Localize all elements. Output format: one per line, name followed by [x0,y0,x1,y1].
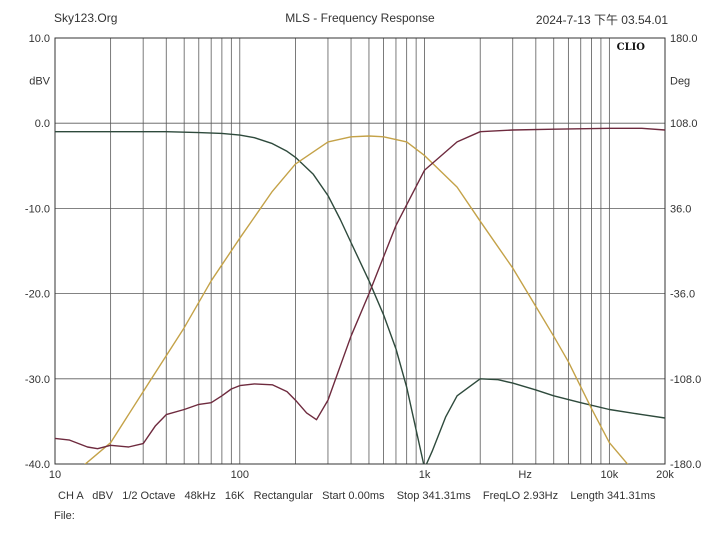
y-tick-label-right: 108.0 [670,118,698,130]
series-line-2 [84,135,629,464]
y-tick-label-right: 36.0 [670,203,691,215]
y-tick-label-left: 10.0 [29,33,50,45]
y-tick-label-right: -36.0 [670,289,695,301]
header-title: MLS - Frequency Response [285,11,435,25]
file-label: File: [54,510,75,522]
x-tick-label: 100 [231,469,249,481]
x-tick-label: 20k [656,469,674,481]
y-tick-label-left: 0.0 [35,118,50,130]
y-axis-label-left: dBV [29,76,50,88]
y-tick-label-right: -108.0 [670,374,701,386]
header-site: Sky123.Org [54,11,118,25]
series-line-3 [55,127,665,450]
x-axis-label: Hz [518,469,531,481]
header-timestamp: 2024-7-13 下午 03.54.01 [535,13,668,27]
x-tick-label: 10 [49,469,61,481]
y-axis-label-right: Deg [670,76,690,88]
x-tick-label: 1k [419,469,431,481]
clio-logo: CLIO [617,42,646,53]
y-tick-label-left: -10.0 [25,203,50,215]
measurement-parameters: CH A dBV 1/2 Octave 48kHz 16K Rectangula… [58,490,656,502]
y-tick-label-left: -20.0 [25,289,50,301]
y-tick-label-right: -180.0 [670,459,701,471]
y-tick-label-left: -40.0 [25,459,50,471]
plot-frame [54,37,666,465]
y-tick-label-left: -30.0 [25,374,50,386]
x-tick-label: 10k [600,469,618,481]
y-tick-label-right: 180.0 [670,33,698,45]
series-line-1 [55,130,665,464]
